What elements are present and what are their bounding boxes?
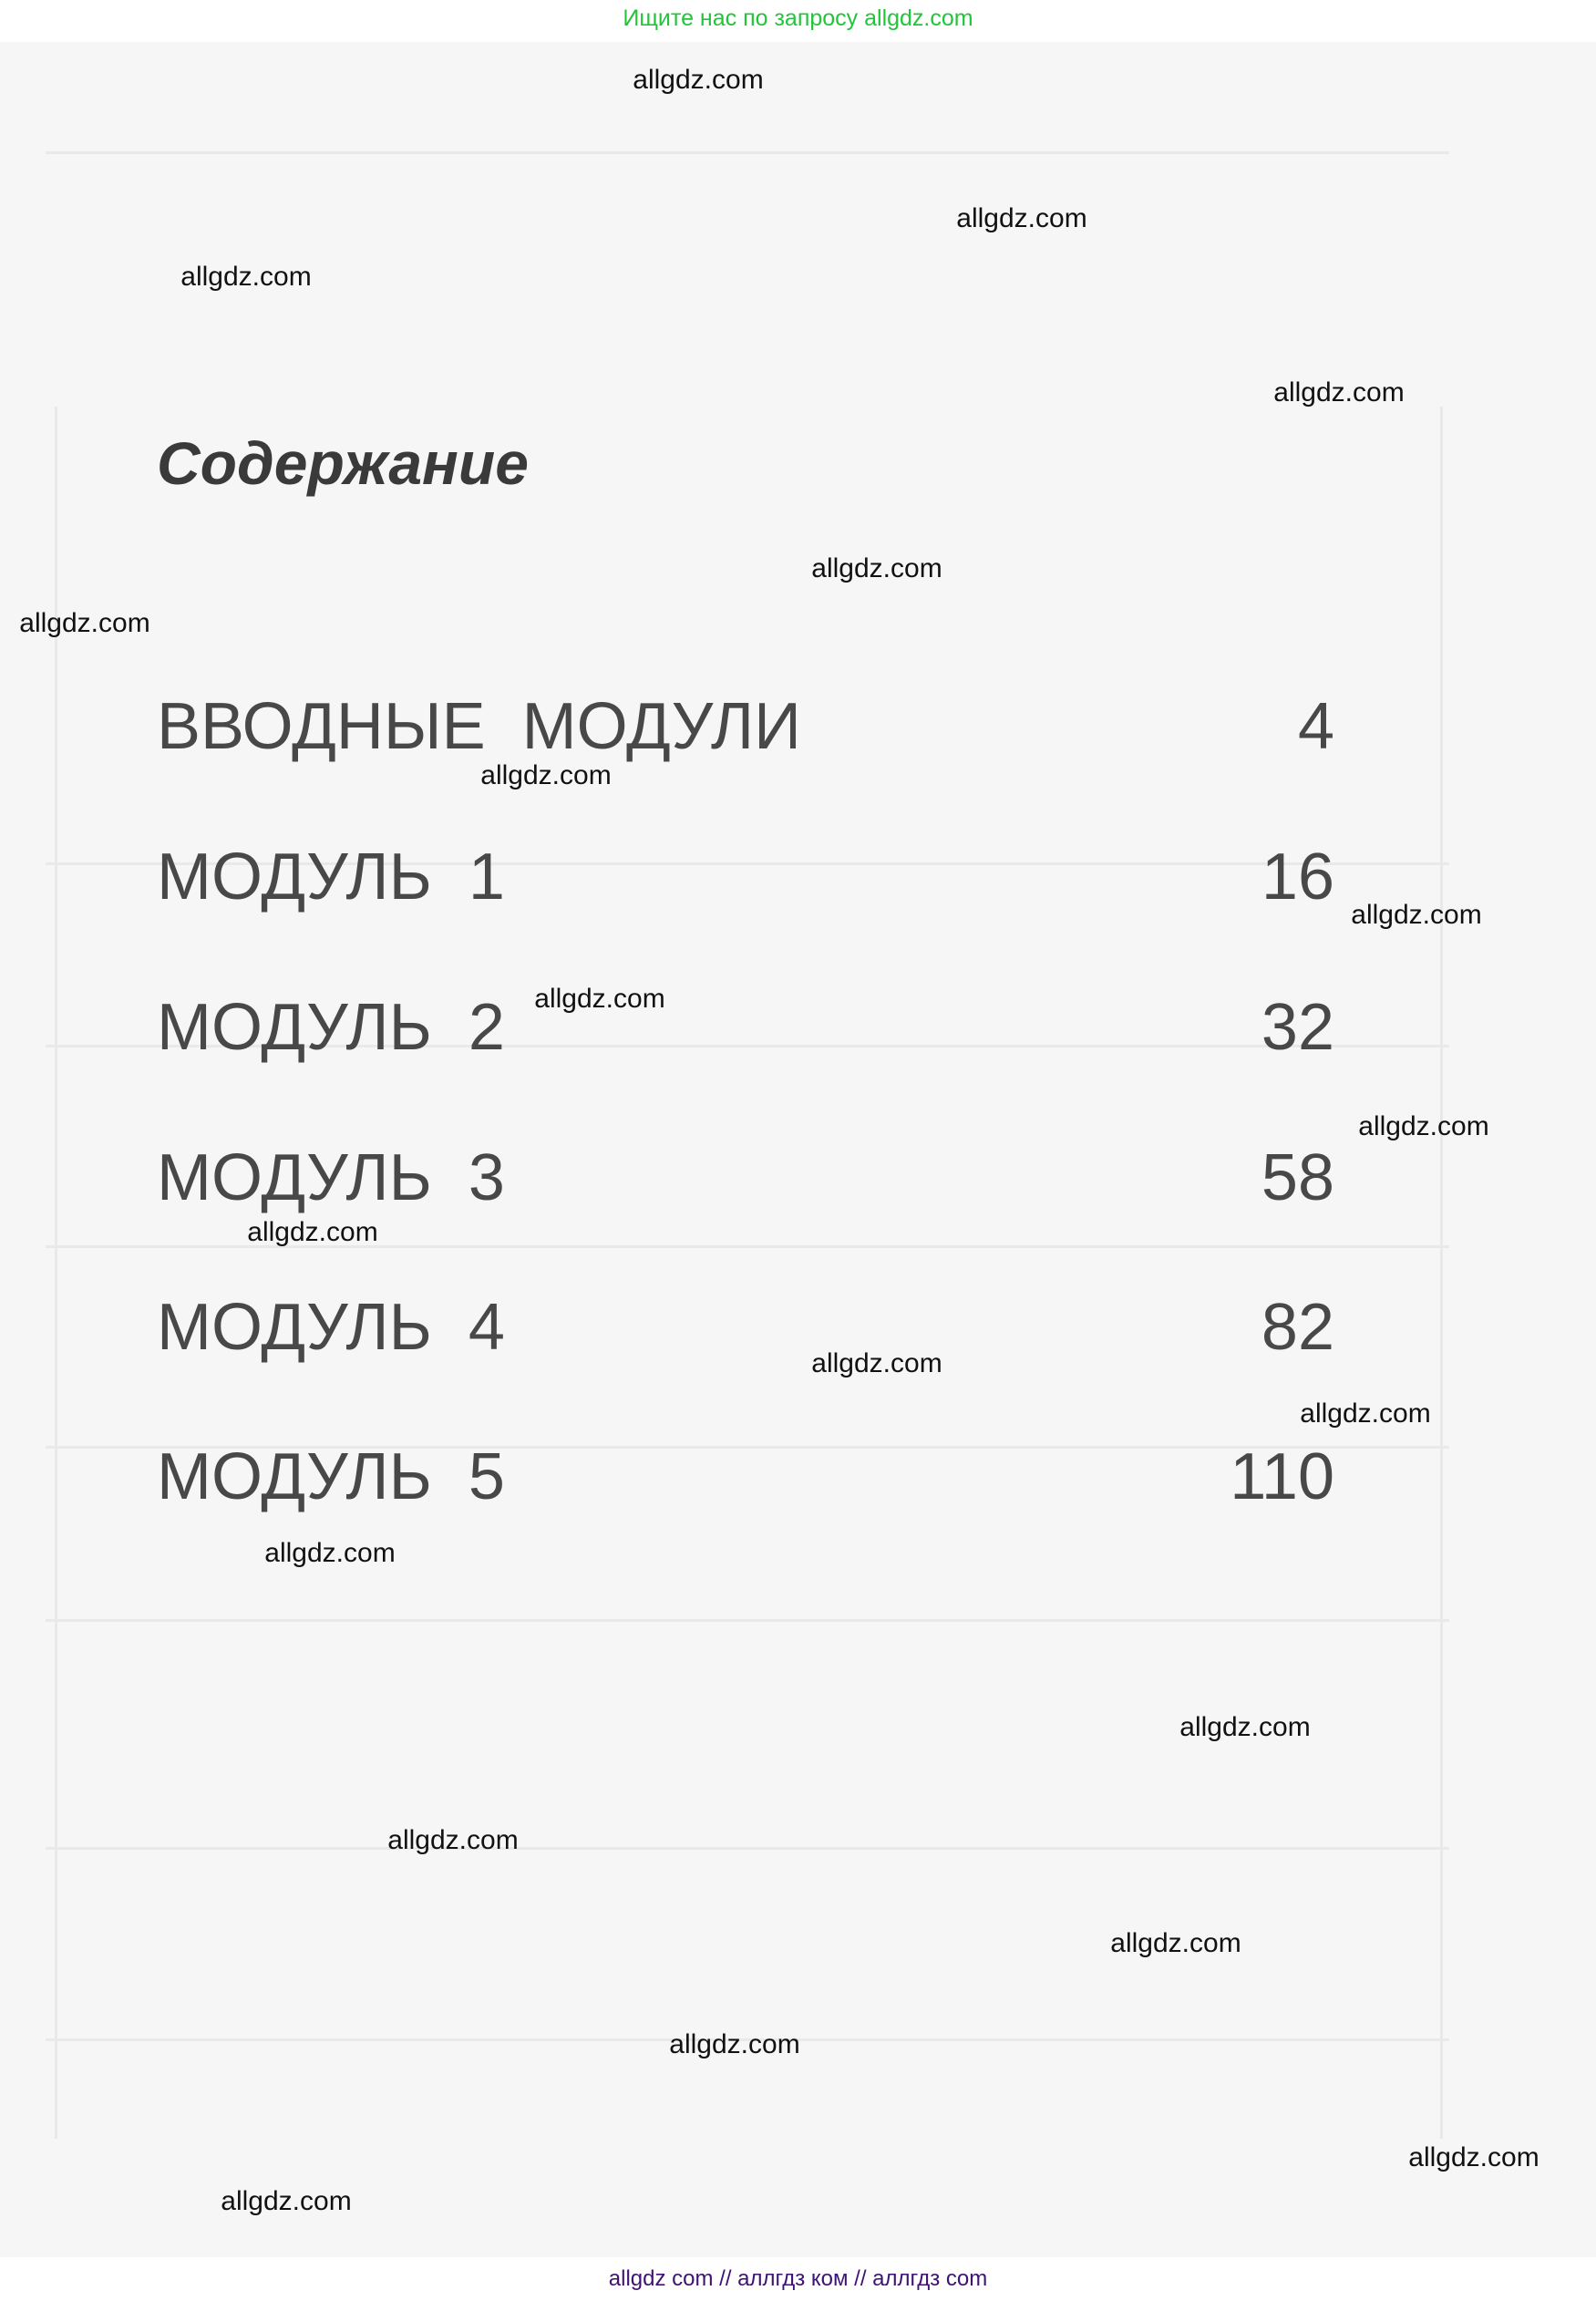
watermark: allgdz.com	[1273, 377, 1405, 408]
top-banner[interactable]: Ищите нас по запросу allgdz.com	[0, 0, 1596, 42]
toc-row[interactable]: МОДУЛЬ 3 58	[157, 1137, 1334, 1219]
toc-label: МОДУЛЬ 5	[157, 1440, 505, 1513]
watermark: allgdz.com	[264, 1538, 396, 1568]
toc-page: 32	[1261, 991, 1334, 1064]
toc-label: ВВОДНЫЕ МОДУЛИ	[157, 690, 801, 763]
ghost-line	[46, 862, 1449, 865]
watermark: allgdz.com	[1300, 1398, 1431, 1429]
watermark: allgdz.com	[247, 1217, 378, 1247]
toc-row[interactable]: МОДУЛЬ 4 82	[157, 1286, 1334, 1368]
watermark: allgdz.com	[1408, 2142, 1539, 2172]
watermark: allgdz.com	[811, 1348, 942, 1378]
toc-label: МОДУЛЬ 3	[157, 1141, 505, 1214]
toc-row[interactable]: МОДУЛЬ 1 16	[157, 836, 1334, 918]
toc-label: МОДУЛЬ 1	[157, 841, 505, 913]
toc-row[interactable]: ВВОДНЫЕ МОДУЛИ 4	[157, 686, 1334, 768]
ghost-line	[46, 151, 1449, 154]
watermark: allgdz.com	[956, 203, 1087, 233]
ghost-line	[46, 1847, 1449, 1850]
page-title: Содержание	[157, 429, 529, 497]
ghost-line	[46, 1045, 1449, 1047]
toc-page: 82	[1261, 1291, 1334, 1364]
watermark: allgdz.com	[19, 608, 150, 638]
watermark: allgdz.com	[480, 760, 612, 790]
watermark: allgdz.com	[221, 2186, 352, 2216]
toc-page: 16	[1261, 841, 1334, 913]
watermark: allgdz.com	[1110, 1928, 1241, 1958]
toc-page: 110	[1230, 1440, 1334, 1513]
toc-label: МОДУЛЬ 4	[157, 1291, 505, 1364]
ghost-line	[46, 1619, 1449, 1622]
watermark: allgdz.com	[180, 262, 312, 292]
watermark: allgdz.com	[1358, 1111, 1489, 1141]
watermark: allgdz.com	[633, 65, 764, 95]
watermark: allgdz.com	[811, 553, 942, 583]
toc-row[interactable]: МОДУЛЬ 5 110	[157, 1436, 1334, 1518]
toc-label: МОДУЛЬ 2	[157, 991, 505, 1064]
toc-row[interactable]: МОДУЛЬ 2 32	[157, 986, 1334, 1068]
ghost-line	[46, 1245, 1449, 1248]
watermark: allgdz.com	[669, 2029, 800, 2059]
ghost-line	[1440, 407, 1443, 2139]
footer-links[interactable]: allgdz com // аллгдз ком // аллгдз com	[0, 2257, 1596, 2301]
watermark: allgdz.com	[534, 984, 665, 1014]
toc-page: 58	[1261, 1141, 1334, 1214]
ghost-line	[46, 2038, 1449, 2041]
ghost-line	[55, 407, 57, 2139]
watermark: allgdz.com	[1179, 1712, 1311, 1742]
watermark: allgdz.com	[387, 1825, 519, 1855]
watermark: allgdz.com	[1351, 900, 1482, 930]
scanned-page	[0, 42, 1596, 2257]
ghost-line	[46, 1446, 1449, 1449]
toc-page: 4	[1297, 690, 1334, 763]
